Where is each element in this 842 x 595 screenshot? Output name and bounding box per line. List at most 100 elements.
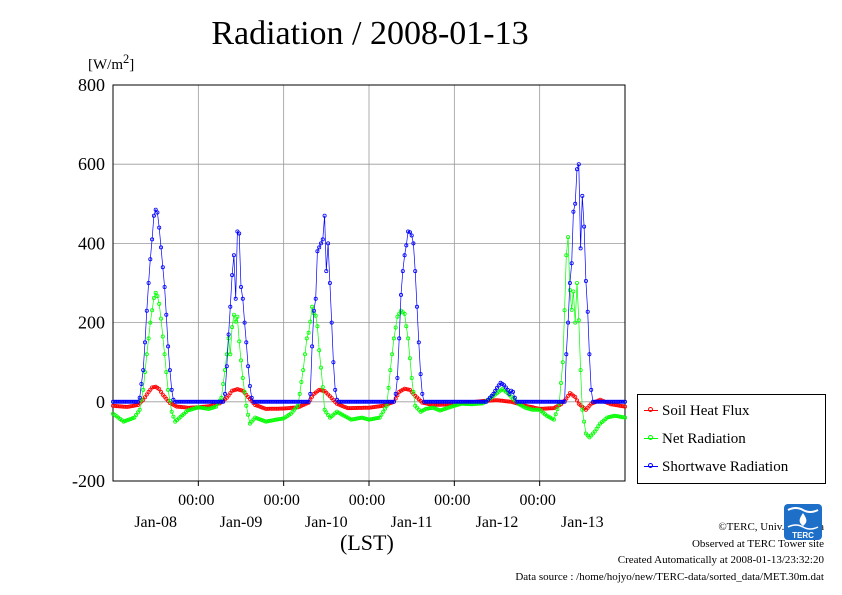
created-text: Created Automatically at 2008-01-13/23:3… (617, 554, 824, 566)
data-point-soil-heat-flux (278, 406, 283, 411)
data-point-soil-heat-flux (541, 406, 546, 411)
data-point-shortwave-radiation (189, 399, 194, 404)
data-point-net-radiation (256, 416, 261, 421)
x-tick-date-label: Jan-10 (305, 514, 348, 531)
data-point-soil-heat-flux (402, 386, 407, 391)
data-point-shortwave-radiation (589, 387, 594, 392)
data-point-shortwave-radiation (317, 245, 322, 250)
legend-marker-shortwave (648, 463, 653, 468)
data-point-soil-heat-flux (254, 403, 259, 408)
data-point-soil-heat-flux (150, 385, 155, 390)
data-point-net-radiation (370, 416, 375, 421)
data-point-soil-heat-flux (366, 405, 371, 410)
series-shortwave-radiation (111, 162, 628, 404)
data-point-shortwave-radiation (308, 391, 313, 396)
data-point-net-radiation (128, 416, 133, 421)
data-point-shortwave-radiation (228, 304, 233, 309)
data-point-net-radiation (254, 416, 259, 421)
data-point-shortwave-radiation (575, 167, 580, 172)
data-point-net-radiation (596, 424, 601, 429)
data-point-shortwave-radiation (247, 383, 252, 388)
data-point-net-radiation (612, 413, 617, 418)
data-point-shortwave-radiation (397, 336, 402, 341)
data-point-net-radiation (523, 405, 528, 410)
data-point-net-radiation (212, 405, 217, 410)
data-point-net-radiation (295, 403, 300, 408)
data-point-soil-heat-flux (270, 406, 275, 411)
data-point-shortwave-radiation (411, 241, 416, 246)
data-point-net-radiation (141, 387, 146, 392)
data-point-shortwave-radiation (621, 399, 626, 404)
data-point-shortwave-radiation (310, 344, 315, 349)
data-point-net-radiation (551, 417, 556, 422)
data-point-soil-heat-flux (285, 406, 290, 411)
data-point-net-radiation (382, 406, 387, 411)
data-point-soil-heat-flux (174, 404, 179, 409)
legend-marker-net (648, 435, 653, 440)
chart-title: Radiation / 2008-01-13 (211, 15, 529, 52)
data-point-shortwave-radiation (158, 245, 163, 250)
data-point-net-radiation (299, 379, 304, 384)
data-point-net-radiation (132, 415, 137, 420)
data-point-net-radiation (198, 405, 203, 410)
data-point-net-radiation (301, 368, 306, 373)
data-point-shortwave-radiation (494, 385, 499, 390)
data-point-soil-heat-flux (340, 403, 345, 408)
data-point-shortwave-radiation (233, 296, 238, 301)
copyright-text: ©TERC, Univ. Tsukuba (718, 521, 824, 533)
data-point-shortwave-radiation (244, 340, 249, 345)
data-point-net-radiation (320, 385, 325, 390)
data-point-net-radiation (157, 301, 162, 306)
data-point-net-radiation (368, 417, 373, 422)
data-point-net-radiation (527, 406, 532, 411)
data-point-shortwave-radiation (187, 399, 192, 404)
data-point-net-radiation (235, 314, 240, 319)
data-point-soil-heat-flux (231, 388, 236, 393)
data-point-soil-heat-flux (262, 406, 267, 411)
data-point-net-radiation (358, 415, 363, 420)
data-point-net-radiation (162, 352, 167, 357)
data-point-net-radiation (164, 370, 169, 375)
data-point-net-radiation (214, 404, 219, 409)
legend-item-shortwave-radiation: Shortwave Radiation (638, 456, 825, 478)
data-point-shortwave-radiation (583, 278, 588, 283)
data-point-soil-heat-flux (238, 388, 243, 393)
data-point-shortwave-radiation (418, 372, 423, 377)
x-tick-time-label: 00:00 (519, 492, 555, 509)
data-point-net-radiation (623, 415, 628, 420)
data-point-net-radiation (446, 405, 451, 410)
data-point-net-radiation (555, 407, 560, 412)
data-point-net-radiation (240, 375, 245, 380)
data-point-soil-heat-flux (111, 403, 116, 408)
data-point-soil-heat-flux (125, 404, 130, 409)
data-point-net-radiation (445, 406, 450, 411)
data-point-net-radiation (158, 316, 163, 321)
data-point-soil-heat-flux (623, 404, 628, 409)
data-point-net-radiation (233, 319, 238, 324)
data-point-shortwave-radiation (390, 399, 395, 404)
data-point-net-radiation (448, 404, 453, 409)
data-point-shortwave-radiation (573, 201, 578, 206)
data-point-shortwave-radiation (315, 249, 320, 254)
data-point-soil-heat-flux (619, 403, 624, 408)
credits-block: ©TERC, Univ. Tsukuba Observed at TERC To… (515, 519, 824, 585)
data-point-shortwave-radiation (402, 253, 407, 258)
data-point-shortwave-radiation (306, 399, 311, 404)
data-point-net-radiation (160, 334, 165, 339)
data-point-net-radiation (208, 406, 213, 411)
data-point-soil-heat-flux (379, 403, 384, 408)
data-point-shortwave-radiation (420, 391, 425, 396)
data-point-shortwave-radiation (226, 332, 231, 337)
y-tick-label: 600 (78, 154, 105, 174)
data-point-shortwave-radiation (142, 340, 147, 345)
data-point-shortwave-radiation (313, 296, 318, 301)
x-tick-time-label: 00:00 (349, 492, 385, 509)
data-point-shortwave-radiation (578, 246, 583, 251)
data-point-net-radiation (322, 407, 327, 412)
data-point-shortwave-radiation (510, 389, 515, 394)
data-point-shortwave-radiation (238, 284, 243, 289)
data-point-net-radiation (375, 415, 380, 420)
data-point-net-radiation (155, 294, 160, 299)
data-point-net-radiation (265, 419, 270, 424)
data-point-shortwave-radiation (153, 207, 158, 212)
